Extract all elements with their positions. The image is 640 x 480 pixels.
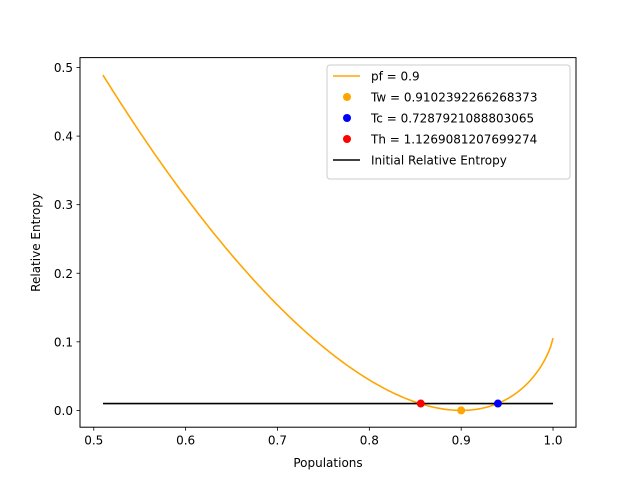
data-point-1: [457, 406, 466, 415]
y-tick-label: 0.5: [54, 61, 73, 75]
x-axis-label: Populations: [293, 456, 362, 470]
axes-frame: [79, 57, 577, 428]
data-point-3: [416, 399, 425, 408]
plot-area: [102, 74, 554, 415]
legend-marker-swatch: [343, 93, 351, 101]
data-point-2: [493, 399, 502, 408]
legend: pf = 0.9 Tw = 0.9102392266268373 Tc = 0.72…: [326, 64, 571, 180]
y-tick-label: 0.3: [54, 198, 73, 212]
legend-label: Th = 1.1269081207699274: [370, 133, 537, 147]
x-tick-label: 0.6: [176, 434, 195, 448]
y-tick-label: 0.1: [54, 335, 73, 349]
legend-marker-swatch: [343, 135, 351, 143]
legend-label: pf = 0.9: [371, 70, 420, 84]
y-axis-label: Relative Entropy: [29, 193, 43, 292]
series-line-0: [102, 74, 554, 412]
legend-label: Initial Relative Entropy: [371, 154, 507, 168]
x-tick-label: 1.0: [543, 434, 562, 448]
x-tick-label: 0.8: [360, 434, 379, 448]
legend-marker-swatch: [343, 114, 351, 122]
y-tick-label: 0.0: [54, 404, 73, 418]
x-tick-label: 0.7: [268, 434, 287, 448]
legend-label: Tc = 0.7287921088803065: [370, 112, 534, 126]
legend-box: [326, 64, 571, 180]
y-tick-label: 0.4: [54, 130, 73, 144]
x-tick-label: 0.9: [452, 434, 471, 448]
y-tick-label: 0.2: [54, 267, 73, 281]
axis-ticks: 0.5 0.6 0.7 0.8 0.9 1.0 0.0 0.1 0.2 0.3 0.4 0.5: [54, 61, 563, 448]
x-tick-label: 0.5: [84, 434, 103, 448]
legend-label: Tw = 0.9102392266268373: [370, 91, 537, 105]
